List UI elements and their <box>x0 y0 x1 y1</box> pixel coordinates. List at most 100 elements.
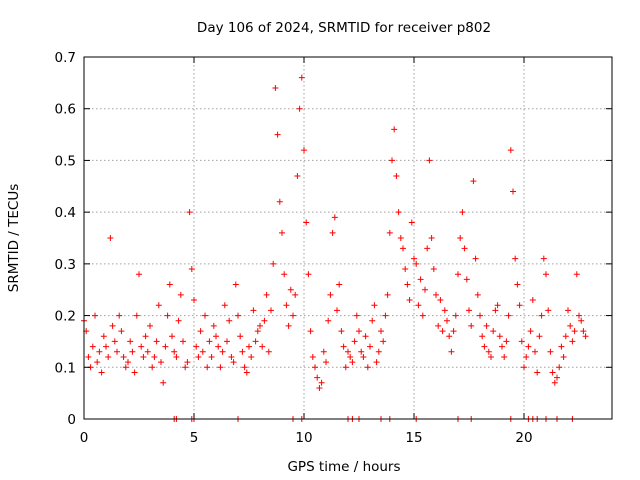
data-point <box>186 209 193 216</box>
data-point <box>347 353 354 360</box>
data-point <box>571 328 578 335</box>
data-point <box>272 85 279 92</box>
data-point <box>109 322 116 329</box>
data-point <box>226 317 233 324</box>
data-point <box>224 338 230 345</box>
data-point <box>386 229 393 236</box>
data-point <box>338 328 345 335</box>
data-point <box>540 255 547 262</box>
data-point <box>133 312 140 319</box>
data-point <box>140 353 147 360</box>
data-point <box>411 255 417 262</box>
y-tick-label: 0.6 <box>55 102 76 118</box>
data-point <box>89 343 96 350</box>
data-point <box>173 353 180 360</box>
data-point <box>496 333 503 340</box>
data-point <box>257 322 263 329</box>
data-point <box>180 338 186 345</box>
data-point <box>177 291 184 298</box>
data-point <box>301 147 307 154</box>
data-point <box>221 302 228 309</box>
data-point <box>413 260 420 267</box>
data-point <box>125 359 131 366</box>
data-point <box>213 333 219 340</box>
data-point <box>144 348 151 355</box>
data-point <box>228 353 235 360</box>
data-point <box>565 307 571 314</box>
data-point <box>169 333 175 340</box>
data-point <box>514 281 521 288</box>
data-point <box>287 286 294 293</box>
data-point <box>259 343 266 350</box>
data-point <box>538 312 545 319</box>
data-point <box>582 333 589 340</box>
data-point <box>402 266 409 273</box>
x-tick-label: 15 <box>405 430 422 446</box>
data-point <box>188 266 195 273</box>
data-point <box>378 328 384 335</box>
data-point <box>551 379 558 386</box>
data-point <box>116 312 123 319</box>
data-point <box>98 369 105 376</box>
data-point <box>105 353 112 360</box>
data-point <box>296 105 303 112</box>
data-point <box>325 317 332 324</box>
data-point <box>182 364 189 371</box>
data-point <box>417 276 424 283</box>
data-point <box>136 271 142 278</box>
data-point <box>525 343 532 350</box>
data-point <box>96 348 103 355</box>
data-point <box>345 348 351 355</box>
data-point <box>254 328 261 335</box>
data-point <box>270 260 277 267</box>
data-point <box>265 348 272 355</box>
data-point <box>298 74 305 81</box>
x-tick-label: 20 <box>515 430 532 446</box>
data-point <box>569 338 576 345</box>
data-point <box>103 343 109 350</box>
data-point <box>318 379 325 386</box>
data-point <box>314 374 321 381</box>
data-point <box>261 317 268 324</box>
x-tick-label: 5 <box>190 430 199 446</box>
data-point <box>477 312 483 319</box>
data-point <box>560 353 567 360</box>
data-point <box>235 312 241 319</box>
data-point <box>470 178 477 185</box>
data-point <box>100 333 107 340</box>
data-point <box>430 266 437 273</box>
data-point <box>518 338 525 345</box>
data-point <box>523 353 530 360</box>
data-point <box>400 245 406 252</box>
y-tick-label: 0.3 <box>55 257 76 273</box>
data-point <box>362 333 369 340</box>
data-point <box>158 359 164 366</box>
data-point <box>340 343 347 350</box>
data-point <box>532 348 538 355</box>
data-point <box>329 229 336 236</box>
data-point <box>393 172 400 179</box>
grid <box>84 57 612 419</box>
data-point <box>232 281 239 288</box>
data-point <box>349 359 356 366</box>
data-point <box>131 369 138 376</box>
data-point <box>85 353 92 360</box>
data-point <box>512 255 519 262</box>
data-point <box>415 302 422 309</box>
data-point <box>358 348 365 355</box>
data-point <box>191 297 197 304</box>
axis-ticks <box>83 56 612 420</box>
data-point <box>197 328 204 335</box>
data-point <box>573 271 580 278</box>
data-point <box>147 322 153 329</box>
data-point <box>217 364 224 371</box>
data-point <box>285 322 292 329</box>
data-point <box>248 353 255 360</box>
data-point <box>397 235 404 241</box>
data-point <box>463 276 470 283</box>
data-point <box>360 353 367 360</box>
data-points <box>81 74 589 422</box>
data-point <box>406 297 413 304</box>
data-point <box>175 317 182 324</box>
y-axis-label: SRMTID / TECUs <box>6 184 22 292</box>
